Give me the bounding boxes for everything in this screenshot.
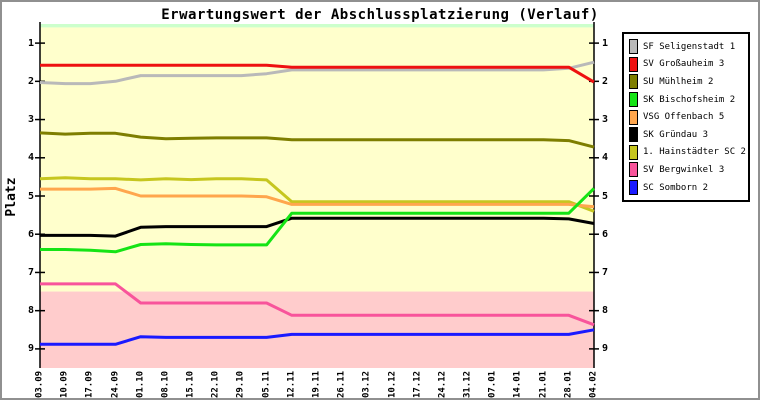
legend-item: 1. Hainstädter SC 2 [629, 144, 746, 161]
x-tick-label: 26.11 [336, 370, 347, 399]
zone-top-strip [40, 24, 594, 28]
legend-item: SC Somborn 2 [629, 180, 744, 196]
legend-item: SU Mühlheim 2 [629, 74, 744, 90]
y-tick-label-left: 1 [27, 37, 34, 49]
x-tick-label: 10.12 [387, 370, 398, 399]
legend-label: SV Bergwinkel 3 [643, 164, 725, 175]
legend-label: VSG Offenbach 5 [643, 112, 725, 123]
series-line [40, 328, 595, 346]
legend-item: VSG Offenbach 5 [629, 109, 744, 125]
chart-title: Erwartungswert der Abschlussplatzierung … [161, 7, 599, 23]
legend-label: SK Gründau 3 [643, 129, 709, 140]
legend-label: SU Mühlheim 2 [643, 76, 714, 87]
y-tick-label-right: 2 [602, 75, 609, 87]
series-line [40, 216, 595, 238]
x-tick-label: 28.01 [563, 370, 574, 399]
x-tick-label: 31.12 [462, 370, 473, 399]
y-tick-label-right: 9 [602, 343, 609, 355]
y-tick-label-left: 7 [27, 266, 34, 278]
x-tick-label: 07.01 [487, 370, 498, 399]
y-tick-label-right: 7 [602, 266, 609, 278]
legend-label: SV Großauheim 3 [643, 59, 725, 70]
legend-swatch [629, 74, 638, 90]
legend-swatch [629, 109, 638, 125]
x-tick-label: 24.12 [437, 370, 448, 399]
y-tick-label-left: 5 [27, 190, 34, 202]
y-tick-label-right: 1 [602, 37, 609, 49]
y-tick-label-right: 3 [602, 114, 609, 126]
x-tick-label: 29.10 [235, 370, 246, 399]
y-tick-label-left: 6 [27, 228, 34, 240]
legend-swatch [629, 144, 638, 160]
legend-item: SF Seligenstadt 1 [629, 39, 744, 55]
x-tick-label: 03.09 [34, 370, 45, 399]
series-line [40, 186, 595, 209]
y-tick-label-left: 2 [27, 75, 34, 87]
series-line [40, 187, 596, 254]
y-tick-label-left: 3 [27, 114, 34, 126]
x-tick-label: 05.11 [261, 370, 272, 399]
legend-item: SV Bergwinkel 3 [629, 162, 744, 178]
x-tick-label: 17.09 [84, 370, 95, 399]
series-line [39, 176, 595, 213]
x-tick-label: 21.01 [538, 370, 549, 399]
legend-label: SK Bischofsheim 2 [643, 94, 736, 105]
x-tick-label: 08.10 [160, 370, 171, 399]
x-tick-label: 14.01 [512, 370, 523, 399]
legend-item: SK Gründau 3 [629, 127, 744, 143]
legend-swatch [629, 180, 638, 196]
legend-swatch [629, 92, 638, 108]
x-tick-label: 22.10 [210, 370, 221, 399]
y-tick-label-right: 5 [602, 190, 609, 202]
y-tick-label-left: 4 [27, 152, 34, 164]
x-tick-label: 12.11 [286, 370, 297, 399]
y-tick-label-right: 8 [602, 305, 609, 317]
legend-label: SF Seligenstadt 1 [643, 41, 736, 52]
legend-item: SK Bischofsheim 2 [629, 92, 744, 108]
x-tick-label: 19.11 [311, 370, 322, 399]
legend-swatch [629, 162, 638, 178]
series-line [40, 282, 595, 327]
x-tick-label: 17.12 [412, 370, 423, 399]
y-tick-label-right: 6 [602, 228, 609, 240]
legend-label: SC Somborn 2 [643, 182, 709, 193]
x-tick-label: 01.10 [135, 370, 146, 399]
x-tick-label: 15.10 [185, 370, 196, 399]
x-tick-label: 24.09 [110, 370, 121, 399]
legend-swatch [629, 127, 638, 143]
y-tick-label-left: 9 [27, 343, 34, 355]
y-tick-label-right: 4 [602, 152, 609, 164]
zone-relegation [40, 291, 594, 368]
legend: SF Seligenstadt 1 SV Großauheim 3 SU Mühlh… [622, 32, 750, 203]
x-tick-label: 03.12 [361, 370, 372, 399]
series-line [39, 60, 595, 86]
series-line [39, 131, 595, 149]
y-tick-label-left: 8 [27, 305, 34, 317]
x-tick-label: 10.09 [59, 370, 70, 399]
x-tick-label: 04.02 [588, 370, 599, 399]
legend-swatch [629, 39, 638, 55]
legend-item: SV Großauheim 3 [629, 56, 744, 73]
legend-swatch [629, 56, 638, 72]
legend-label: 1. Hainstädter SC 2 [643, 147, 746, 158]
series-line [40, 63, 595, 84]
